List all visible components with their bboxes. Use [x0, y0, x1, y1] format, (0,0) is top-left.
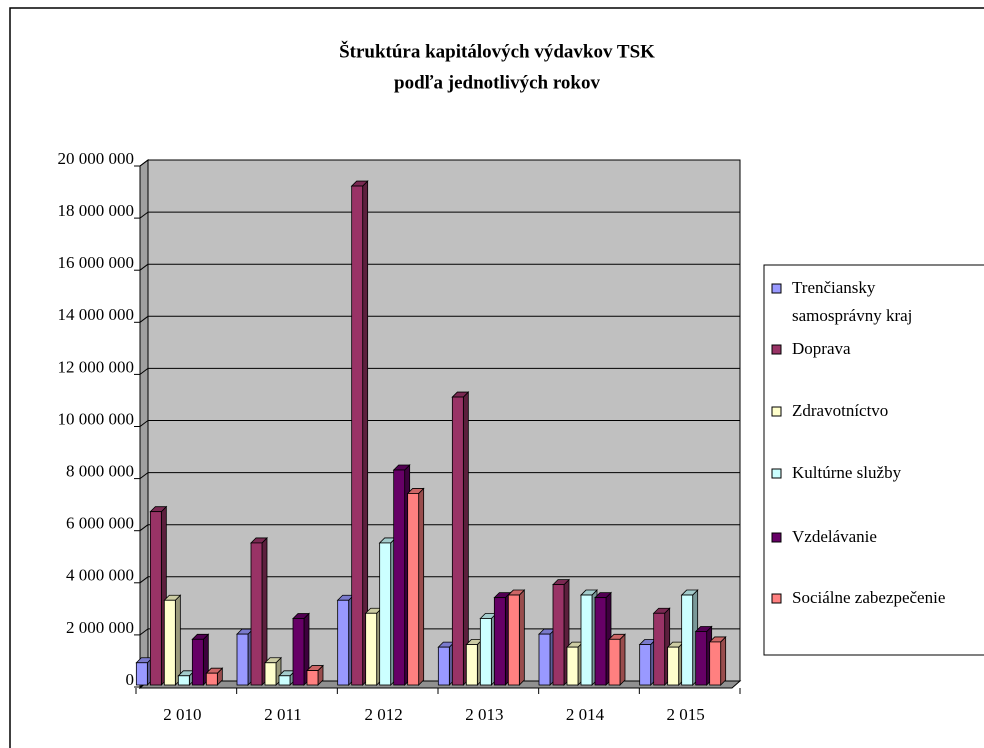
legend-label: Doprava [792, 339, 851, 358]
bar [639, 644, 652, 686]
legend-swatch [771, 532, 782, 543]
bar-side [418, 487, 425, 686]
bar [250, 542, 263, 686]
bar [552, 584, 565, 686]
legend-swatch [771, 468, 782, 479]
bar [191, 638, 204, 686]
y-tick-label: 8 000 000 [66, 462, 134, 481]
legend-swatch [771, 593, 782, 604]
bar [149, 511, 162, 686]
bar [236, 633, 249, 686]
bar [205, 672, 218, 686]
y-tick-label: 4 000 000 [66, 566, 134, 585]
bar [351, 185, 364, 686]
bar [493, 597, 506, 686]
grid-line [139, 524, 149, 532]
x-tick-label: 2 015 [667, 705, 705, 724]
grid-line [139, 263, 149, 271]
y-tick-label: 6 000 000 [66, 514, 134, 533]
x-tick-label: 2 010 [163, 705, 201, 724]
bar [580, 594, 593, 686]
bar [451, 396, 464, 686]
chart-title: Štruktúra kapitálových výdavkov TSK [339, 40, 655, 62]
y-tick-label: 12 000 000 [58, 357, 135, 376]
bar [709, 641, 722, 686]
bar-side [720, 635, 727, 686]
y-tick-label: 14 000 000 [58, 305, 135, 324]
legend-swatch [771, 406, 782, 417]
grid-line [139, 420, 149, 427]
bar [278, 675, 291, 686]
bar-side [362, 180, 369, 686]
bar [594, 597, 607, 686]
legend-label: Kultúrne služby [792, 463, 902, 482]
legend-label: Zdravotníctvo [792, 401, 888, 420]
legend-label: Vzdelávanie [792, 527, 877, 546]
grid-line [139, 472, 149, 480]
bar [306, 670, 319, 686]
bar-side [619, 633, 626, 686]
bar [365, 612, 378, 686]
bar [479, 618, 492, 686]
bar [292, 618, 305, 686]
y-tick-label: 10 000 000 [58, 409, 135, 428]
bar [177, 675, 190, 686]
y-tick-label: 20 000 000 [58, 149, 135, 168]
bar [507, 594, 520, 686]
y-tick-label: 16 000 000 [58, 253, 135, 272]
bar-side [462, 391, 469, 686]
y-tick-label: 18 000 000 [58, 201, 135, 220]
bar [695, 631, 708, 686]
y-tick-label: 0 [126, 670, 135, 689]
x-tick-label: 2 012 [365, 705, 403, 724]
legend [763, 264, 984, 656]
grid-line [139, 159, 149, 167]
legend-swatch [771, 344, 782, 355]
bar [163, 599, 176, 686]
grid-line [139, 576, 149, 584]
bar-side [518, 589, 525, 686]
bar [264, 662, 277, 686]
x-tick-label: 2 014 [566, 705, 605, 724]
legend-label-line: Trenčiansky [792, 278, 876, 297]
y-tick-label: 2 000 000 [66, 618, 134, 637]
bar [379, 542, 392, 686]
bar-side [174, 594, 181, 686]
bar [566, 646, 579, 686]
legend-label-line: samosprávny kraj [792, 306, 912, 325]
legend-label: Sociálne zabezpečenie [792, 588, 945, 607]
bar [653, 612, 666, 686]
chart-title: podľa jednotlivých rokov [394, 72, 600, 93]
bar [538, 633, 551, 686]
bar [135, 662, 148, 686]
x-tick-label: 2 013 [465, 705, 503, 724]
bar [667, 646, 680, 686]
bar [407, 493, 420, 686]
grid-line [139, 628, 149, 636]
x-tick-label: 2 011 [264, 705, 302, 724]
bar [337, 599, 350, 686]
grid-line [139, 367, 149, 375]
bar [681, 594, 694, 686]
bar [393, 469, 406, 686]
bar [437, 646, 450, 686]
bar [465, 644, 478, 686]
bar [608, 638, 621, 686]
grid-line [139, 315, 149, 323]
legend-swatch [771, 283, 782, 294]
legend-label: Trenčiansky samosprávny kraj [792, 278, 912, 325]
grid-line [139, 211, 149, 219]
